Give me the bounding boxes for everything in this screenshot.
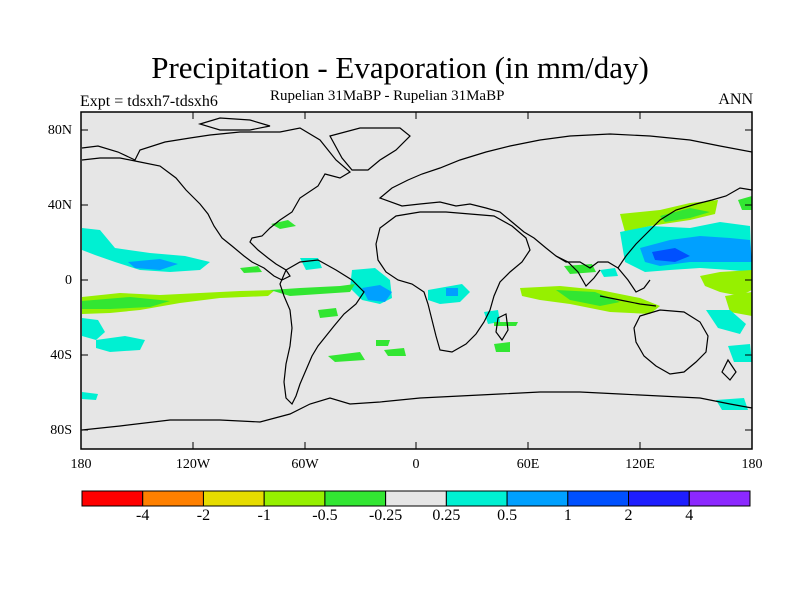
south-atlantic-green-1 — [318, 308, 338, 318]
colorbar-label: 0.5 — [497, 507, 518, 524]
colorbar-label: 1 — [563, 507, 572, 524]
pacific-north-cyan-band — [82, 228, 210, 272]
axis-ticks — [81, 112, 752, 449]
madagascar-coast — [495, 313, 509, 342]
x-tick-60w: 60W — [291, 457, 319, 472]
colorbar-swatch — [445, 490, 508, 507]
season-label: ANN — [718, 91, 753, 108]
period-label: Rupelian 31MaBP - Rupelian 31MaBP — [270, 88, 505, 104]
map-title: Precipitation - Evaporation (in mm/day) — [151, 50, 649, 85]
east-africa-green — [494, 322, 518, 326]
colorbar-swatch — [385, 490, 447, 507]
colorbar-label: -2 — [196, 507, 211, 524]
colorbar-swatch — [263, 490, 326, 507]
y-tick-0: 0 — [65, 273, 72, 288]
x-tick-0: 0 — [412, 457, 420, 472]
colorbar-label: -1 — [257, 507, 271, 524]
south-pacific-cyan-2 — [96, 336, 145, 352]
y-tick-40s: 40S — [50, 348, 72, 363]
madagascar-green — [494, 342, 510, 352]
atlantic-blue — [362, 285, 392, 302]
colorbar-label: -0.25 — [368, 507, 403, 524]
south-atlantic-green-3 — [376, 340, 390, 346]
india-coast — [555, 255, 601, 287]
colorbar-label: 0.25 — [432, 507, 461, 524]
x-tick-180w: 180 — [70, 457, 92, 472]
x-tick-120e: 120E — [625, 457, 655, 472]
colorbar — [81, 490, 751, 507]
x-tick-180e: 180 — [741, 457, 763, 472]
atlantic-green-band — [270, 284, 355, 296]
west-pacific-cyan-south-2 — [728, 344, 752, 362]
pacific-south-green-band — [82, 290, 275, 314]
colorbar-label: 2 — [624, 507, 633, 524]
colorbar-swatch — [324, 490, 387, 507]
coastlines — [81, 117, 753, 431]
west-pacific-green-upper-core — [660, 208, 710, 222]
colorbar-swatch — [202, 490, 265, 507]
west-pacific-green-right — [725, 292, 752, 316]
x-tick-120w: 120W — [175, 457, 211, 472]
experiment-label: Expt = tdsxh7-tdsxh6 — [80, 93, 218, 110]
north-america-coast — [81, 127, 352, 281]
south-pacific-cyan-3 — [82, 392, 98, 400]
colorbar-swatch — [81, 490, 144, 507]
pacific-north-blue-patch — [128, 259, 178, 270]
antarctica-coast — [81, 391, 753, 431]
west-pacific-green-lower — [700, 270, 752, 296]
x-tick-60e: 60E — [516, 457, 540, 472]
colorbar-label: 4 — [685, 507, 694, 524]
india-cyan — [600, 268, 618, 277]
colorbar-swatch — [628, 490, 690, 507]
y-tick-80n: 80N — [47, 123, 72, 138]
new-zealand-coast — [721, 358, 737, 381]
pacific-south-green-band-core — [82, 297, 170, 309]
colorbar-swatch — [688, 490, 751, 507]
colorbar-label: -4 — [136, 507, 150, 524]
south-atlantic-green-2 — [328, 352, 365, 362]
arctic-islands-coast — [197, 117, 271, 131]
map-background — [81, 112, 752, 449]
us-green — [240, 266, 262, 273]
southeast-asia-coast — [617, 267, 651, 293]
y-tick-40n: 40N — [47, 198, 72, 213]
greenland-coast — [329, 127, 411, 171]
y-tick-80s: 80S — [50, 423, 72, 438]
northwest-pacific-green — [738, 196, 752, 210]
south-atlantic-green-4 — [384, 348, 406, 356]
anomaly-fields — [82, 196, 752, 410]
colorbar-swatch — [142, 490, 204, 507]
colorbar-swatch — [506, 490, 569, 507]
indonesia-coast — [599, 295, 657, 307]
africa-blue — [446, 288, 458, 296]
west-pacific-cyan-south-1 — [706, 310, 746, 334]
eurasia-coast — [378, 133, 753, 269]
south-pacific-cyan-1 — [82, 318, 105, 340]
indian-ocean-green-core — [556, 290, 620, 306]
australia-coast — [633, 309, 709, 375]
west-pacific-darkblue — [652, 248, 690, 262]
colorbar-label: -0.5 — [312, 507, 338, 524]
africa-coast — [375, 211, 531, 353]
colorbar-swatch — [567, 490, 630, 507]
south-america-coast — [279, 259, 365, 406]
central-america-green — [271, 220, 296, 229]
